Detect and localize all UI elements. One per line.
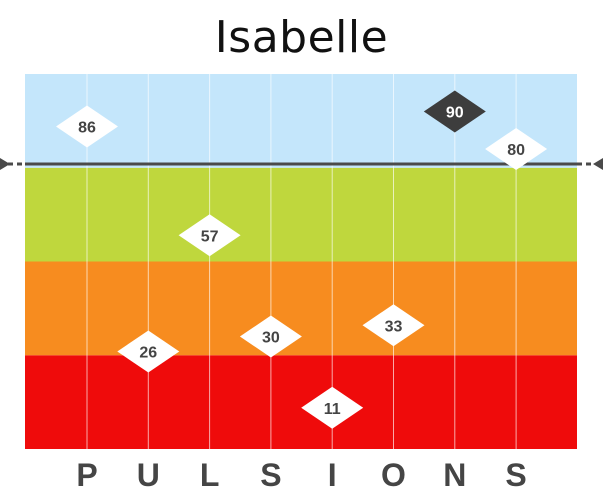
data-label: 80	[507, 142, 525, 159]
diamond-marker	[485, 128, 548, 170]
data-markers: 86 26 57 30 11 33 90 80	[56, 90, 548, 429]
threshold-arrow-right-icon	[593, 158, 603, 170]
data-label: 30	[262, 330, 280, 347]
category-label-6: N	[443, 457, 466, 490]
diamond-marker	[301, 386, 364, 429]
threshold-marker	[0, 158, 603, 170]
data-label: 57	[201, 228, 219, 245]
data-point-2: 57	[178, 214, 241, 257]
data-label: 26	[139, 345, 157, 362]
data-point-7: 80	[485, 128, 548, 170]
data-point-5: 33	[362, 304, 425, 347]
diamond-marker	[117, 330, 180, 373]
diamond-marker	[362, 304, 425, 347]
category-label-1: U	[137, 457, 160, 490]
data-label: 33	[385, 318, 403, 335]
diamond-marker	[56, 105, 118, 148]
data-point-6: 90	[423, 90, 486, 133]
category-label-0: P	[76, 457, 97, 490]
category-label-5: O	[381, 457, 406, 490]
diamond-marker	[239, 315, 302, 358]
category-label-7: S	[505, 457, 526, 490]
score-band-1	[25, 261, 577, 356]
score-band-0	[25, 355, 577, 449]
threshold-arrow-left-icon	[0, 158, 10, 170]
chart-title: Isabelle	[214, 12, 389, 63]
data-label: 86	[78, 120, 96, 137]
category-label-3: S	[260, 457, 281, 490]
data-label: 11	[324, 401, 341, 418]
score-bands	[25, 74, 577, 449]
data-point-4: 11	[301, 386, 364, 429]
score-band-2	[25, 167, 577, 262]
data-label: 90	[446, 105, 464, 122]
data-point-3: 30	[239, 315, 302, 358]
diamond-marker	[423, 90, 486, 133]
data-point-1: 26	[117, 330, 180, 373]
category-label-2: L	[200, 457, 220, 490]
vertical-gridlines	[86, 74, 517, 449]
diamond-marker	[178, 214, 241, 257]
category-label-4: I	[328, 457, 337, 490]
score-band-3	[25, 74, 577, 168]
data-point-0: 86	[56, 105, 118, 148]
